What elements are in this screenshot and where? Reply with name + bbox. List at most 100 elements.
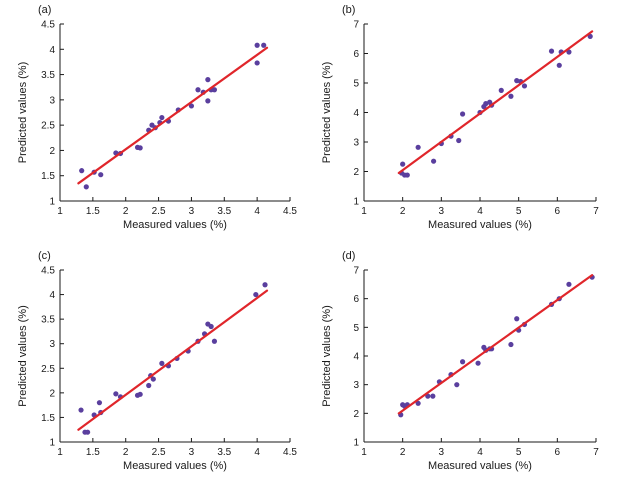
x-tick-label: 1.5: [86, 206, 100, 217]
data-point: [146, 382, 152, 389]
data-point: [137, 391, 143, 397]
x-axis-label: Measured values (%): [123, 219, 227, 231]
y-axis-label: Predicted values (%): [321, 62, 333, 164]
fit-line: [77, 289, 269, 431]
x-tick-label: 3: [189, 447, 195, 458]
y-tick-label: 3.5: [41, 70, 55, 81]
data-point: [96, 400, 103, 406]
x-axis-label: Measured values (%): [428, 460, 532, 472]
y-tick-label: 5: [353, 79, 359, 90]
y-tick-label: 2: [49, 146, 55, 157]
y-tick-label: 6: [353, 49, 359, 60]
data-point: [159, 360, 165, 366]
data-point: [514, 316, 520, 322]
y-tick-label: 3: [49, 339, 55, 350]
data-point: [498, 87, 504, 93]
data-point: [261, 42, 267, 48]
data-point: [208, 323, 214, 330]
data-point: [548, 48, 555, 54]
x-tick-label: 3: [439, 447, 445, 458]
y-axis-label: Predicted values (%): [17, 62, 29, 164]
data-point: [475, 360, 481, 366]
data-point: [211, 87, 218, 93]
y-tick-label: 7: [353, 266, 359, 277]
y-tick-label: 6: [353, 294, 359, 305]
panel-label: (d): [342, 250, 355, 262]
y-tick-label: 4: [49, 290, 55, 301]
y-axis-label: Predicted values (%): [321, 305, 333, 407]
y-tick-label: 1.5: [41, 171, 55, 182]
x-tick-label: 3.5: [217, 447, 231, 458]
x-tick-label: 5: [516, 206, 522, 217]
y-tick-label: 1: [49, 197, 55, 208]
y-tick-label: 2: [353, 167, 359, 178]
x-tick-label: 6: [555, 447, 561, 458]
x-tick-label: 2.5: [152, 206, 166, 217]
chart-panel-4: (d) 1 2 3 4 5 6 7 1 2 3 4 5 6 7 Measured values (%) Pred…: [321, 250, 599, 472]
x-tick-label: 2: [123, 447, 129, 458]
x-tick-label: 3.5: [217, 206, 231, 217]
y-tick-label: 2: [49, 388, 55, 399]
data-point: [195, 87, 201, 93]
data-point: [456, 137, 462, 144]
x-tick-label: 4: [477, 206, 483, 217]
x-tick-label: 5: [516, 447, 522, 458]
y-tick-label: 3.5: [41, 315, 55, 326]
x-tick-label: 2: [400, 447, 406, 458]
fit-line: [397, 30, 594, 175]
data-point: [150, 376, 156, 382]
x-tick-label: 6: [555, 206, 561, 217]
y-tick-label: 1: [353, 438, 359, 449]
data-point: [415, 144, 421, 150]
fit-line: [77, 46, 269, 185]
data-point: [400, 161, 406, 167]
data-point: [431, 158, 437, 164]
panel-label: (a): [38, 4, 51, 16]
fit-line: [397, 274, 594, 415]
data-point: [137, 145, 143, 151]
x-tick-label: 1.5: [86, 447, 100, 458]
data-point: [211, 338, 218, 344]
data-point: [254, 42, 260, 48]
y-tick-label: 1: [353, 197, 359, 208]
x-tick-label: 4: [477, 447, 483, 458]
y-tick-label: 1: [49, 438, 55, 449]
x-tick-label: 3: [189, 206, 195, 217]
x-tick-label: 4.5: [283, 206, 297, 217]
data-point: [404, 172, 410, 178]
data-point: [188, 103, 195, 109]
y-tick-label: 4: [49, 45, 55, 56]
y-tick-label: 4: [353, 108, 359, 119]
y-tick-label: 2: [353, 409, 359, 420]
data-point: [205, 77, 211, 83]
data-point: [556, 62, 562, 68]
x-tick-label: 1: [361, 447, 367, 458]
data-point: [205, 98, 211, 104]
y-tick-label: 4.5: [41, 266, 55, 277]
x-tick-label: 4.5: [283, 447, 297, 458]
x-tick-label: 7: [593, 206, 599, 217]
x-tick-label: 1: [361, 206, 367, 217]
x-tick-label: 4: [254, 206, 260, 217]
data-point: [415, 400, 421, 406]
x-tick-label: 1: [57, 206, 63, 217]
data-point: [430, 393, 436, 399]
data-point: [566, 281, 572, 287]
chart-panel-1: (a) 1 1.5 2 2.5 3 3.5 4 4.5 1 1.5 2 2.5 3 3.5 4 4.5 Measu…: [17, 4, 297, 231]
x-tick-label: 2.5: [152, 447, 166, 458]
y-tick-label: 1.5: [41, 413, 55, 424]
x-tick-label: 3: [439, 206, 445, 217]
data-point: [262, 282, 268, 288]
x-tick-label: 4: [254, 447, 260, 458]
y-tick-label: 3: [49, 95, 55, 106]
y-tick-label: 2.5: [41, 364, 55, 375]
data-point: [460, 359, 466, 365]
data-point: [460, 111, 466, 117]
chart-panel-2: (b) 1 2 3 4 5 6 7 1 2 3 4 5 6 7 Measured values (%) Pred…: [321, 4, 599, 231]
y-axis-label: Predicted values (%): [17, 305, 29, 407]
y-tick-label: 7: [353, 20, 359, 31]
y-tick-label: 2.5: [41, 121, 55, 132]
y-tick-label: 3: [353, 380, 359, 391]
data-point: [159, 114, 165, 121]
panel-label: (c): [38, 250, 51, 262]
